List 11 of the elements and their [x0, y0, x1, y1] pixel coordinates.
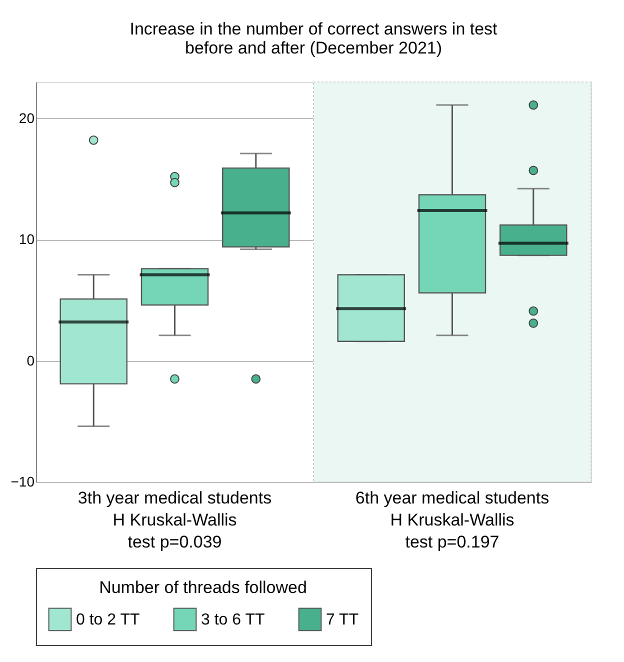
y-tick-label: 10	[18, 231, 35, 248]
x-tick-label: 3th year medical students H Kruskal-Wallis test p=0.039	[78, 488, 272, 552]
y-tick-label: −10	[10, 474, 35, 490]
legend-title: Number of threads followed	[99, 578, 307, 597]
y-tick-label: 0	[26, 352, 35, 368]
x-tick-label: 6th year medical students H Kruskal-Wallis test p=0.197	[355, 488, 550, 552]
legend-label: 3 to 6 TT	[201, 611, 265, 628]
y-tick-label: 20	[18, 110, 35, 126]
legend-label: 7 TT	[326, 611, 359, 628]
chart-title: Increase in the number of correct answers in test before and after (December 2021)	[130, 20, 498, 58]
legend-label: 0 to 2 TT	[76, 611, 140, 628]
